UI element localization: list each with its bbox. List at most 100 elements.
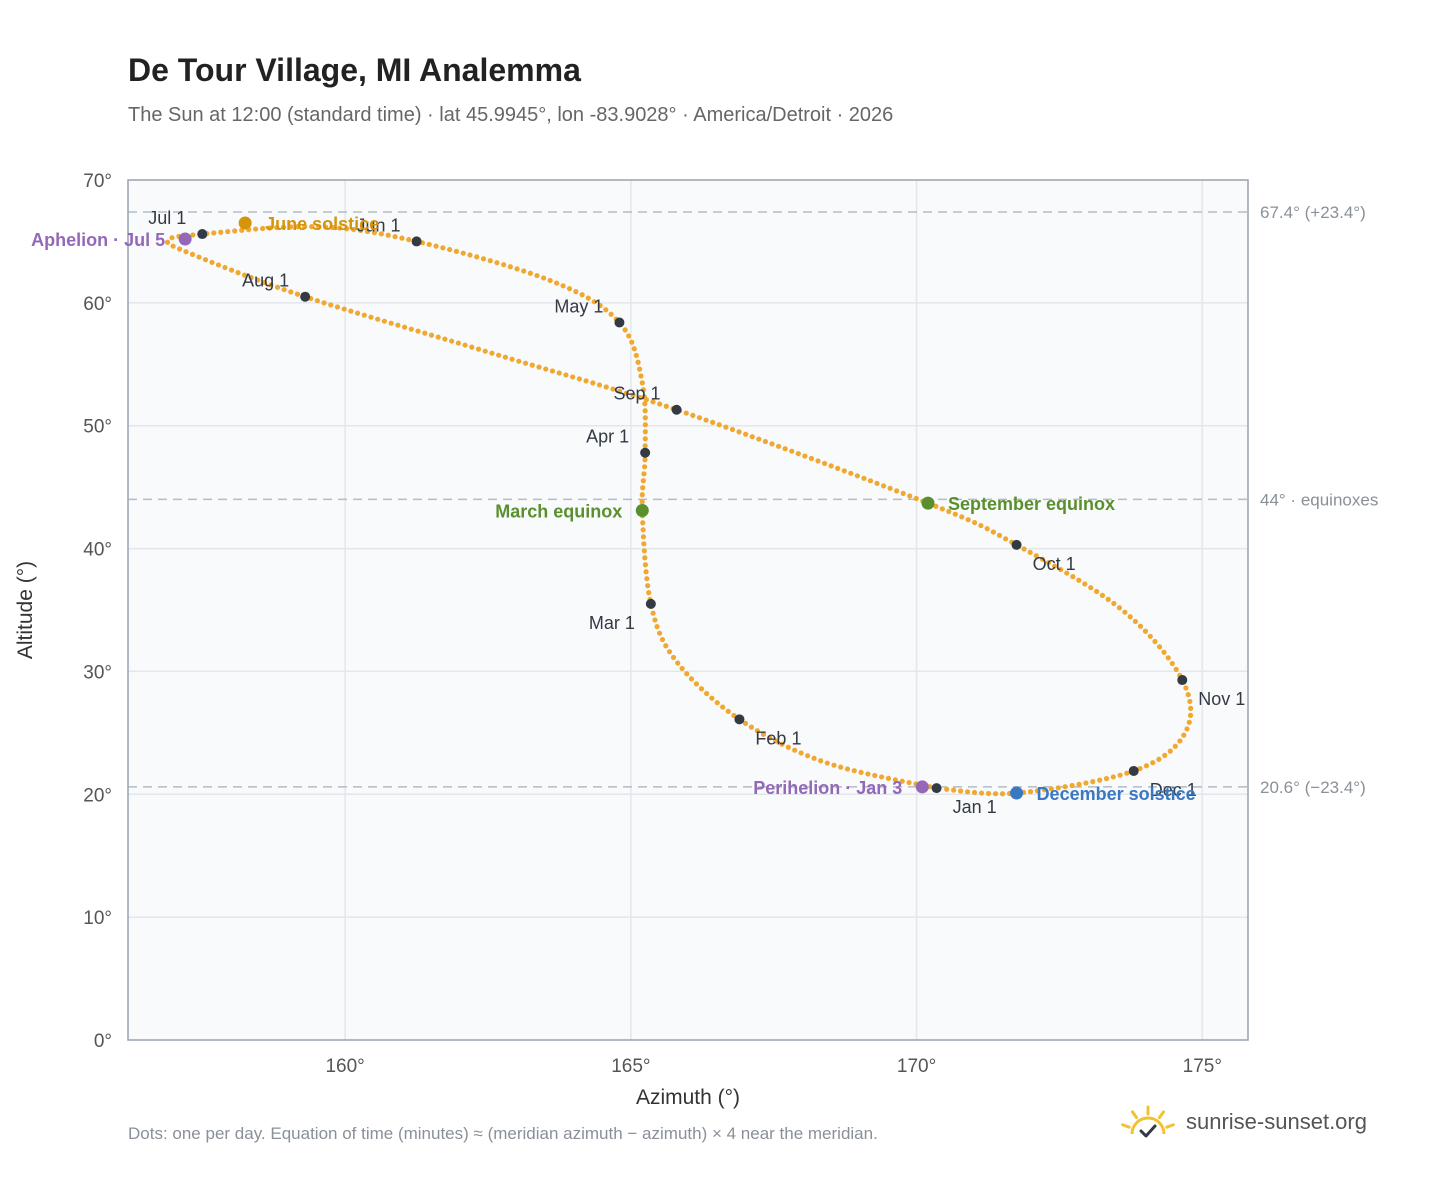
daily-sun-dot	[844, 766, 851, 772]
daily-sun-dot	[990, 529, 996, 535]
daily-sun-dot	[467, 252, 473, 258]
daily-sun-dot	[899, 778, 905, 784]
daily-sun-dot	[626, 333, 632, 339]
daily-sun-dot	[725, 708, 731, 714]
daily-sun-dot	[232, 228, 238, 234]
daily-sun-dot	[534, 272, 540, 279]
daily-sun-dot	[295, 224, 301, 230]
daily-sun-dot	[754, 728, 761, 734]
daily-sun-dot	[176, 246, 183, 252]
daily-sun-dot	[522, 360, 529, 366]
daily-sun-dot	[516, 358, 522, 364]
daily-sun-dot	[683, 410, 689, 416]
daily-sun-dot	[302, 223, 308, 230]
footnote: Dots: one per day. Equation of time (min…	[128, 1124, 878, 1143]
daily-sun-dot	[1034, 788, 1041, 794]
daily-sun-dot	[328, 302, 334, 308]
daily-sun-dot	[576, 376, 582, 382]
reference-lines: 67.4° (+23.4°) 44° · equinoxes 20.6° (−23.…	[128, 203, 1378, 797]
daily-sun-dot	[447, 246, 453, 253]
daily-sun-dot	[703, 417, 709, 423]
daily-sun-dot	[501, 262, 507, 268]
daily-sun-dot	[623, 390, 629, 396]
daily-sun-dot	[887, 485, 893, 491]
daily-sun-dot	[848, 470, 854, 476]
daily-sun-dot	[242, 272, 248, 278]
daily-sun-dot	[1162, 752, 1168, 759]
brand-text: sunrise-sunset.org	[1186, 1109, 1367, 1134]
daily-sun-dot	[642, 443, 648, 449]
daily-sun-dot	[428, 332, 435, 338]
daily-sun-dot	[756, 436, 762, 442]
daily-sun-dot	[169, 235, 175, 241]
daily-sun-dot	[348, 308, 354, 314]
event-dot	[238, 216, 252, 230]
daily-sun-dot	[563, 372, 569, 378]
daily-sun-dot	[196, 254, 202, 260]
month-label: Mar 1	[589, 613, 635, 633]
daily-sun-dot	[639, 380, 645, 386]
month-dot	[1128, 765, 1139, 776]
daily-sun-dot	[183, 249, 189, 255]
daily-sun-dot	[415, 328, 421, 334]
daily-sun-dot	[808, 455, 815, 462]
y-tick-label: 50°	[83, 417, 112, 438]
daily-sun-dot	[782, 446, 788, 452]
event-label: December solstice	[1037, 784, 1196, 804]
daily-sun-dot	[939, 506, 945, 512]
daily-sun-dot	[885, 775, 892, 781]
daily-sun-dot	[547, 277, 553, 284]
daily-sun-dot	[596, 382, 603, 388]
daily-sun-dot	[337, 225, 343, 231]
daily-sun-dot	[838, 764, 844, 770]
daily-sun-dot	[323, 224, 329, 230]
month-label: Aug 1	[242, 271, 289, 291]
daily-sun-dot	[375, 316, 381, 322]
daily-sun-dot	[385, 232, 391, 238]
daily-sun-dot	[657, 401, 663, 407]
sun-ray	[1121, 1123, 1131, 1129]
daily-sun-dot	[399, 235, 405, 241]
daily-sun-dot	[729, 426, 736, 433]
daily-sun-dot	[357, 227, 364, 234]
daily-sun-dot	[281, 224, 287, 230]
daily-sun-dot	[381, 318, 388, 324]
daily-sun-dot	[1167, 748, 1173, 754]
daily-sun-dot	[248, 275, 254, 281]
daily-sun-dot	[202, 257, 209, 263]
daily-sun-dot	[640, 478, 646, 484]
daily-sun-dot	[802, 453, 808, 459]
daily-sun-dot	[720, 704, 726, 710]
daily-sun-dot	[1117, 772, 1123, 778]
month-dot	[300, 291, 311, 302]
daily-sun-dot	[640, 534, 647, 540]
daily-sun-dot	[566, 286, 573, 292]
daily-sun-dot	[440, 245, 446, 251]
daily-sun-dot	[804, 753, 811, 759]
daily-sun-dot	[907, 493, 913, 499]
daily-sun-dot	[959, 514, 965, 520]
daily-sun-dot	[835, 465, 841, 471]
daily-sun-dot	[1161, 649, 1167, 655]
daily-sun-dot	[1150, 760, 1156, 766]
daily-sun-dot	[679, 665, 685, 672]
daily-sun-dot	[1143, 763, 1150, 769]
daily-sun-dot	[880, 483, 887, 489]
x-tick-label: 175°	[1183, 1056, 1222, 1077]
y-tick-label: 60°	[83, 294, 112, 315]
daily-sun-dot	[650, 610, 656, 616]
daily-sun-dot	[1048, 786, 1054, 792]
daily-sun-dot	[1082, 581, 1088, 587]
daily-sun-dot	[401, 324, 408, 330]
daily-sun-dot	[1127, 614, 1133, 620]
x-tick-label: 160°	[325, 1056, 364, 1077]
daily-sun-dot	[354, 310, 361, 316]
daily-sun-dot	[1116, 605, 1123, 611]
daily-sun-dot	[579, 292, 585, 298]
daily-sun-dot	[570, 374, 576, 380]
daily-sun-dot	[1185, 692, 1191, 698]
brand-logo[interactable]: sunrise-sunset.org	[1120, 1102, 1367, 1142]
daily-sun-dot	[642, 408, 648, 414]
daily-sun-dot	[344, 226, 350, 232]
sun-ray	[1165, 1123, 1175, 1129]
